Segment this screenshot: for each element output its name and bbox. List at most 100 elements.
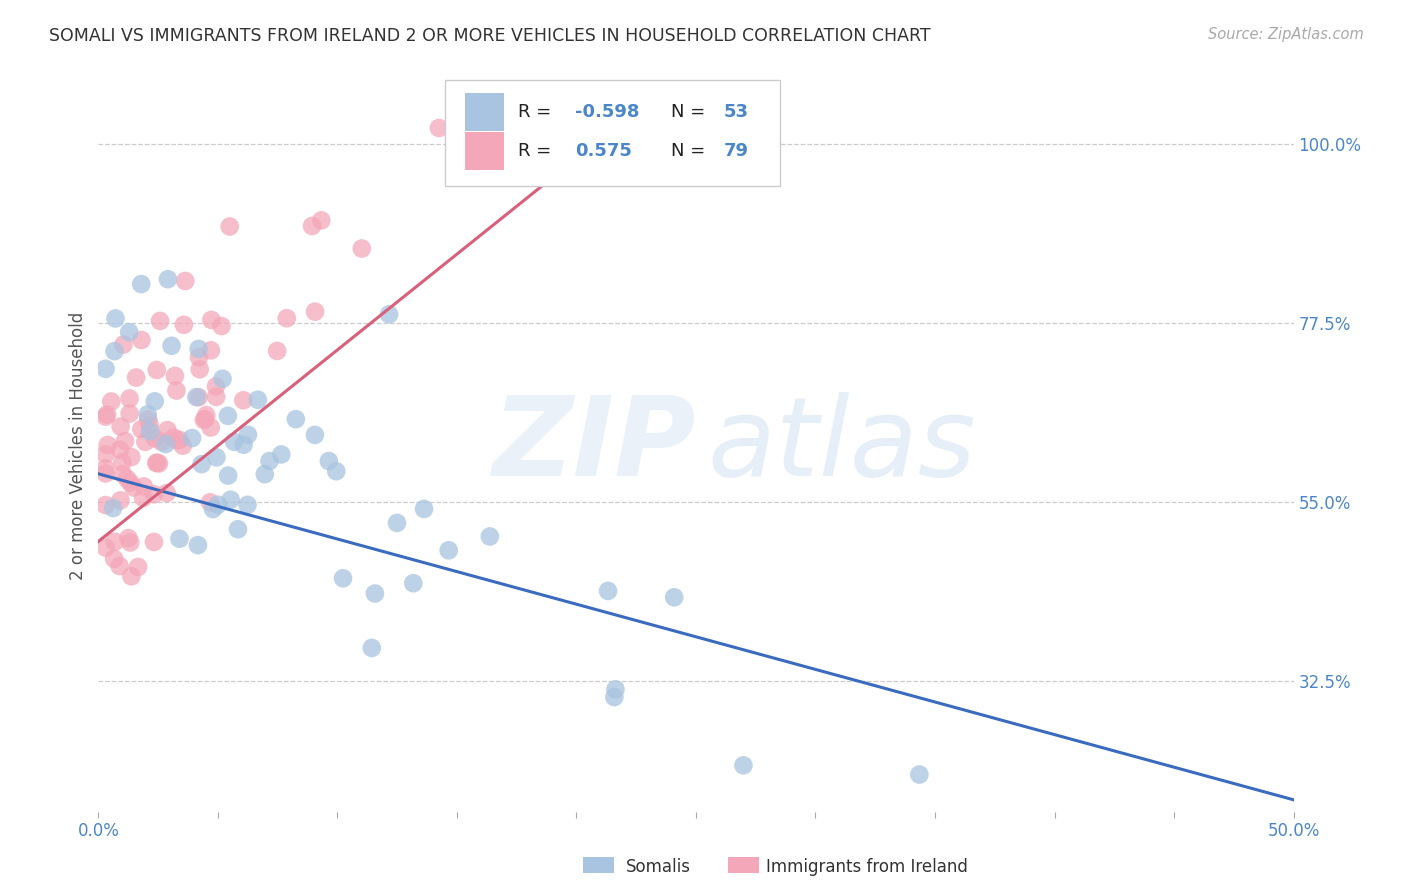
Text: R =: R = — [517, 103, 557, 120]
Point — [200, 343, 222, 358]
Point — [402, 576, 425, 591]
Point — [174, 274, 197, 288]
Point — [218, 219, 240, 234]
Point — [222, 434, 245, 449]
Point — [160, 339, 183, 353]
Point — [118, 392, 141, 406]
Point — [211, 319, 233, 334]
Point — [136, 412, 159, 426]
Point — [246, 392, 269, 407]
Text: 0.575: 0.575 — [575, 142, 633, 161]
Point — [605, 682, 627, 697]
Text: -0.598: -0.598 — [575, 103, 640, 120]
Text: N =: N = — [671, 142, 711, 161]
Point — [97, 438, 120, 452]
Point — [253, 467, 276, 482]
Point — [136, 408, 159, 422]
Point — [200, 313, 222, 327]
Point — [156, 423, 179, 437]
Text: atlas: atlas — [709, 392, 977, 500]
Point — [94, 461, 117, 475]
FancyBboxPatch shape — [446, 80, 780, 186]
Point — [200, 420, 222, 434]
Point — [146, 363, 169, 377]
Point — [207, 498, 229, 512]
Point — [236, 498, 259, 512]
Point — [195, 408, 218, 422]
Point — [103, 344, 125, 359]
Point — [301, 219, 323, 233]
Point — [186, 390, 208, 404]
Point — [332, 571, 354, 585]
Bar — [728, 857, 759, 873]
Point — [111, 467, 134, 481]
Point — [132, 491, 155, 505]
Point — [211, 372, 233, 386]
Point — [266, 343, 288, 358]
Point — [110, 493, 132, 508]
Bar — [465, 132, 503, 170]
Point — [259, 454, 281, 468]
Point — [205, 379, 228, 393]
Point — [162, 430, 184, 444]
Point — [205, 450, 228, 465]
Point — [156, 272, 179, 286]
Point — [120, 569, 142, 583]
Point — [149, 314, 172, 328]
Point — [110, 419, 132, 434]
Point — [129, 277, 152, 291]
Point — [94, 447, 117, 461]
Point — [270, 447, 292, 461]
Point — [908, 767, 931, 781]
Point — [232, 438, 254, 452]
Point — [437, 543, 460, 558]
Text: Source: ZipAtlas.com: Source: ZipAtlas.com — [1208, 27, 1364, 42]
Point — [427, 120, 450, 135]
Point — [603, 690, 626, 704]
Point — [131, 422, 153, 436]
Point — [156, 486, 179, 500]
Point — [132, 479, 155, 493]
Point — [304, 304, 326, 318]
Point — [596, 583, 619, 598]
Point — [190, 457, 212, 471]
Point — [187, 390, 209, 404]
Point — [101, 501, 124, 516]
Point — [187, 342, 209, 356]
Point — [103, 551, 125, 566]
Text: N =: N = — [671, 103, 711, 120]
Point — [311, 213, 333, 227]
Point — [166, 434, 188, 448]
Point — [114, 434, 136, 448]
Point — [138, 418, 160, 433]
Point — [117, 531, 139, 545]
Point — [664, 591, 686, 605]
Point — [350, 242, 373, 256]
Point — [112, 337, 135, 351]
Point — [232, 393, 254, 408]
Point — [148, 457, 170, 471]
Point — [122, 480, 145, 494]
Point — [108, 559, 131, 574]
Point — [205, 390, 228, 404]
Point — [150, 434, 173, 449]
Point — [364, 586, 387, 600]
Point — [155, 437, 177, 451]
Bar — [583, 857, 614, 873]
Point — [143, 487, 166, 501]
Point — [478, 529, 501, 543]
Point — [325, 464, 347, 478]
Point — [172, 439, 194, 453]
Point — [108, 442, 131, 457]
Text: R =: R = — [517, 142, 557, 161]
Point — [145, 456, 167, 470]
Point — [181, 431, 204, 445]
Point — [134, 434, 156, 449]
Point — [94, 498, 117, 512]
Text: 79: 79 — [724, 142, 748, 161]
Point — [202, 502, 225, 516]
Point — [118, 325, 141, 339]
Point — [100, 394, 122, 409]
Point — [94, 467, 117, 481]
Point — [284, 412, 307, 426]
